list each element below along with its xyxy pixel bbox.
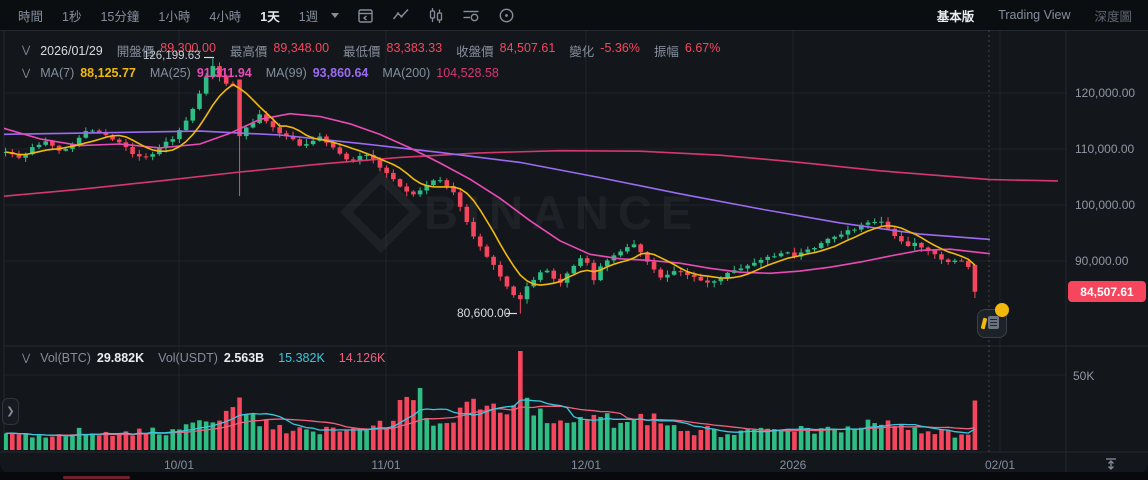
- tab-basic-version[interactable]: 基本版: [936, 9, 975, 24]
- time-tick-nov: 11/01: [371, 458, 401, 472]
- time-tick-dec: 12/01: [570, 458, 602, 472]
- vol-btc-label: Vol(BTC): [40, 351, 91, 365]
- ma99-value: 93,860.64: [312, 66, 369, 80]
- ma-endpoint-dot[interactable]: [995, 303, 1009, 317]
- ma7-value: 88,125.77: [80, 66, 136, 80]
- document-icon: [988, 316, 999, 329]
- watermark-text: BINANCE: [424, 185, 702, 239]
- calendar-icon[interactable]: [357, 7, 374, 24]
- scale-arrow-icon: [1106, 458, 1116, 470]
- peak-price-callout: 126,199.63: [143, 50, 201, 62]
- vol-usdt-label: Vol(USDT): [158, 351, 218, 365]
- open-value: 89,300.00: [160, 41, 216, 55]
- close-label: 收盤價: [456, 45, 494, 59]
- pane-expander-button[interactable]: ❯: [2, 398, 19, 425]
- binance-logo-icon: [339, 170, 423, 254]
- chart-toolbar: 時間 1秒 15分鐘 1小時 4小時 1天 1週: [0, 0, 1148, 30]
- low-value: 83,383.33: [386, 41, 443, 55]
- vol-ma-slow-value: 14.126K: [338, 351, 386, 365]
- collapse-ohlc-icon[interactable]: ⋁: [22, 45, 31, 56]
- target-icon[interactable]: [498, 7, 515, 24]
- amplitude-label: 振幅: [653, 45, 679, 59]
- toolbar-icon-group: [357, 7, 515, 24]
- time-tick-oct: 10/01: [163, 458, 195, 472]
- low-label: 最低價: [343, 45, 381, 59]
- time-row-label: 時間: [18, 9, 44, 24]
- low-price-callout: 80,600.00: [457, 306, 511, 320]
- chart-panel[interactable]: BINANCE: [0, 30, 1148, 473]
- ohlc-info-row: ⋁ 2026/01/29 開盤價 89,300.00 最高價 89,348.00 最…: [22, 41, 720, 60]
- interval-1d[interactable]: 1天: [260, 9, 280, 24]
- collapse-volume-icon[interactable]: ⋁: [22, 352, 31, 364]
- ma25-label: MA(25): [149, 66, 191, 80]
- interval-15m[interactable]: 15分鐘: [100, 9, 140, 24]
- volume-info-row: ⋁ Vol(BTC) 29.882K Vol(USDT) 2.563B 15.382…: [22, 351, 385, 365]
- ma99-label: MA(99): [265, 66, 307, 80]
- page-bottom-gap: [0, 472, 1148, 480]
- bottom-edge-accent: [63, 476, 130, 479]
- tab-depth-chart[interactable]: 深度圖: [1094, 9, 1132, 24]
- vol-usdt-value: 2.563B: [223, 351, 265, 365]
- change-label: 變化: [569, 45, 595, 59]
- last-price-badge: 84,507.61: [1068, 281, 1146, 302]
- collapse-ma-icon[interactable]: ⋁: [22, 67, 31, 79]
- interval-1h[interactable]: 1小時: [158, 9, 191, 24]
- price-tick-110k: 110,000.00: [1075, 142, 1135, 156]
- ma7-label: MA(7): [40, 66, 75, 80]
- interval-1s[interactable]: 1秒: [62, 9, 82, 24]
- axis-scale-button[interactable]: [1098, 454, 1124, 474]
- tab-trading-view[interactable]: Trading View: [998, 8, 1071, 22]
- high-label: 最高價: [229, 45, 268, 59]
- ma-info-row: ⋁ MA(7) 88,125.77 MA(25) 91,311.94 MA(99) 9…: [22, 66, 499, 80]
- interval-4h[interactable]: 4小時: [209, 9, 242, 24]
- candle-date: 2026/01/29: [40, 43, 103, 58]
- indicators-icon[interactable]: [462, 7, 480, 23]
- price-tick-120k: 120,000.00: [1075, 86, 1136, 100]
- interval-1w[interactable]: 1週: [298, 9, 319, 24]
- pencil-icon: [980, 317, 988, 330]
- change-value: -5.36%: [600, 41, 640, 55]
- ma200-label: MA(200): [382, 66, 431, 80]
- amplitude-value: 6.67%: [684, 41, 721, 55]
- price-tick-90k: 90,000.00: [1075, 254, 1129, 268]
- interval-selector: 時間 1秒 15分鐘 1小時 4小時 1天 1週: [0, 6, 340, 25]
- ma25-value: 91,311.94: [196, 66, 252, 80]
- interval-dropdown-icon[interactable]: [331, 12, 340, 18]
- close-value: 84,507.61: [499, 41, 556, 55]
- volume-scale-tick: 50K: [1073, 369, 1095, 383]
- line-chart-icon[interactable]: [392, 7, 410, 23]
- vol-btc-value: 29.882K: [96, 351, 145, 365]
- time-tick-2026: 2026: [779, 458, 807, 472]
- binance-watermark: BINANCE: [339, 170, 702, 254]
- vol-ma-fast-value: 15.382K: [278, 351, 325, 365]
- ma200-value: 104,528.58: [436, 66, 499, 80]
- open-label: 開盤價: [116, 45, 155, 59]
- high-value: 89,348.00: [273, 41, 330, 55]
- price-tick-100k: 100,000.00: [1075, 198, 1136, 212]
- chart-mode-tabs: 基本版 Trading View 深度圖: [937, 0, 1132, 30]
- candlestick-icon[interactable]: [428, 7, 444, 24]
- time-tick-feb: 02/01: [984, 458, 1016, 472]
